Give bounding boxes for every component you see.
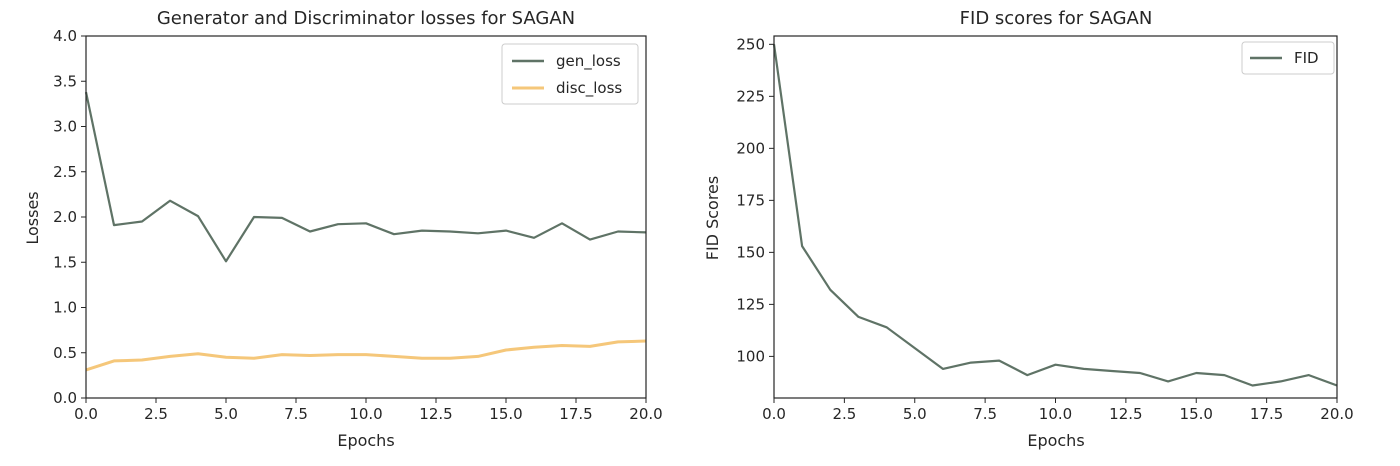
x-tick-label: 20.0: [629, 405, 662, 423]
legend-box: [1241, 41, 1335, 75]
losses-chart: Generator and Discriminator losses for S…: [23, 8, 663, 450]
x-tick-label: 5.0: [214, 405, 238, 423]
y-axis-label: Losses: [23, 191, 42, 244]
x-tick-label: 10.0: [1039, 405, 1072, 423]
y-tick-label: 100: [736, 347, 765, 365]
legend: gen_loss disc_loss: [501, 43, 639, 105]
x-axis-label: Epochs: [1027, 431, 1084, 450]
x-tick-label: 12.5: [1109, 405, 1142, 423]
x-tick-label: 17.5: [1250, 405, 1283, 423]
series-line-gen-loss: [84, 91, 647, 263]
x-tick-label: 0.0: [762, 405, 786, 423]
y-tick-label: 225: [736, 87, 765, 105]
y-tick-label: 2.5: [53, 163, 77, 181]
y-tick-label: 0.5: [53, 344, 77, 362]
plot-area: 0.0 2.5 5.0 7.5 10.0 12.5 15.0 17.5 20.0 100 125 15…: [736, 35, 1353, 423]
x-tick-label: 15.0: [489, 405, 522, 423]
y-axis-label: FID Scores: [703, 176, 722, 260]
x-tick-label: 2.5: [832, 405, 856, 423]
y-tick-label: 125: [736, 295, 765, 313]
series-line-fid: [772, 44, 1338, 387]
y-tick-label: 150: [736, 243, 765, 261]
x-tick-label: 7.5: [284, 405, 308, 423]
plot-area: 0.0 2.5 5.0 7.5 10.0 12.5 15.0 17.5 20.0 0.0 0.5 1.…: [53, 27, 663, 423]
x-tick-label: 2.5: [144, 405, 168, 423]
y-tick-label: 1.0: [53, 299, 77, 317]
x-tick-label: 7.5: [973, 405, 997, 423]
x-tick-label: 5.0: [903, 405, 927, 423]
x-tick-label: 12.5: [419, 405, 452, 423]
chart-title: FID scores for SAGAN: [960, 8, 1153, 29]
x-axis-label: Epochs: [337, 431, 394, 450]
y-tick-label: 200: [736, 139, 765, 157]
chart-title: Generator and Discriminator losses for S…: [157, 8, 575, 29]
x-tick-label: 20.0: [1320, 405, 1353, 423]
legend-label-fid: FID: [1294, 49, 1319, 67]
y-tick-label: 250: [736, 35, 765, 53]
y-tick-label: 1.5: [53, 253, 77, 271]
y-tick-label: 2.0: [53, 208, 77, 226]
x-tick-label: 15.0: [1180, 405, 1213, 423]
axes-frame: [773, 35, 1338, 399]
legend-label-disc-loss: disc_loss: [556, 79, 622, 98]
legend-label-gen-loss: gen_loss: [556, 52, 621, 71]
y-tick-label: 3.0: [53, 118, 77, 136]
x-tick-label: 0.0: [74, 405, 98, 423]
x-tick-label: 10.0: [349, 405, 382, 423]
axes-frame: [85, 35, 647, 399]
y-tick-label: 175: [736, 191, 765, 209]
y-tick-label: 3.5: [53, 72, 77, 90]
series-line-disc-loss: [85, 339, 647, 372]
x-tick-label: 17.5: [559, 405, 592, 423]
y-tick-label: 4.0: [53, 27, 77, 45]
legend: FID: [1241, 41, 1335, 75]
fid-chart: FID scores for SAGAN Epochs FID Scores 0…: [703, 8, 1354, 450]
y-tick-label: 0.0: [53, 389, 77, 407]
